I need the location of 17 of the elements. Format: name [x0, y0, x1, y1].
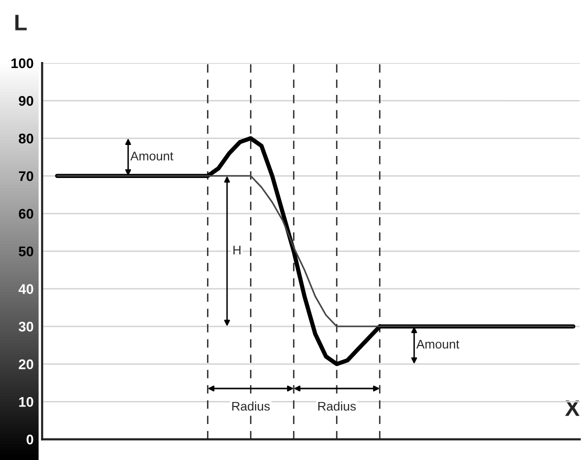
y-tick-label: 20	[18, 359, 34, 370]
annotation: Radius	[318, 401, 356, 411]
annotation: Radius	[232, 401, 270, 411]
y-tick-label: 0	[26, 434, 34, 444]
annotation: H	[233, 246, 240, 254]
y-axis-title: L	[15, 14, 27, 30]
y-tick-label: 60	[18, 208, 34, 219]
y-tick-label: 100	[11, 58, 34, 68]
annotation: Amount	[416, 340, 460, 349]
y-tick-label: 80	[18, 134, 34, 144]
annotation: Amount	[130, 152, 174, 160]
y-tick-label: 50	[18, 246, 34, 256]
y-tick-label: 70	[18, 171, 34, 182]
y-tick-label: 10	[19, 397, 34, 407]
y-tick-label: 90	[18, 96, 34, 106]
y-tick-label: 30	[18, 322, 34, 332]
y-tick-label: 40	[18, 284, 34, 294]
